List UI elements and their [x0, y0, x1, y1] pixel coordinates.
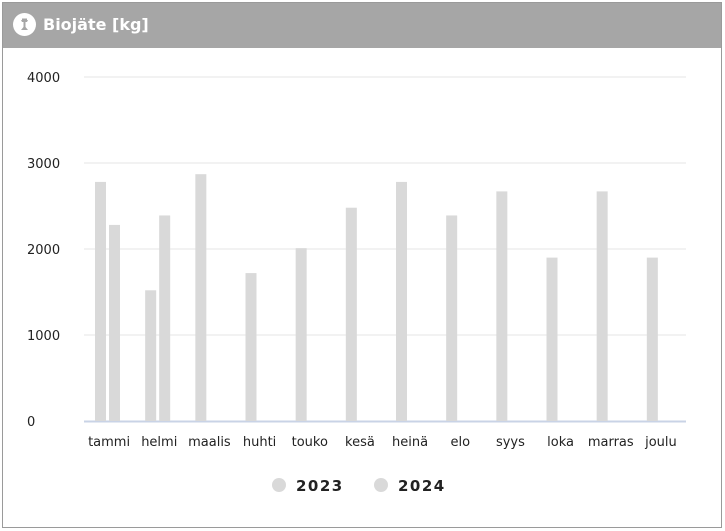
x-tick-label: marras	[588, 435, 634, 450]
legend-marker[interactable]	[272, 478, 286, 492]
bar-2023-marras[interactable]	[596, 191, 608, 421]
x-tick-label: touko	[292, 435, 328, 450]
x-tick-label: huhti	[243, 435, 276, 450]
x-tick-label: helmi	[141, 435, 177, 450]
y-tick-label: 1000	[27, 329, 60, 344]
bar-2024-tammi[interactable]	[109, 224, 120, 421]
chart-title: Biojäte [kg]	[43, 15, 149, 34]
x-tick-label: syys	[496, 435, 525, 450]
x-tick-label: loka	[547, 435, 574, 450]
bar-2023-loka[interactable]	[546, 257, 558, 421]
bar-2023-heinä[interactable]	[396, 181, 407, 421]
bar-2023-huhti[interactable]	[245, 273, 257, 421]
panel-header: Biojäte [kg]	[3, 3, 721, 48]
trash-bin-icon	[13, 13, 36, 36]
bar-2023-helmi[interactable]	[145, 290, 157, 421]
x-tick-label: joulu	[644, 435, 677, 450]
bar-2023-tammi[interactable]	[95, 181, 106, 421]
bar-2023-touko[interactable]	[295, 248, 307, 421]
bar-2023-kesä[interactable]	[345, 207, 357, 421]
bar-2023-elo[interactable]	[446, 215, 458, 421]
x-tick-label: maalis	[188, 435, 231, 450]
y-tick-label: 4000	[27, 71, 60, 86]
bar-2023-maalis[interactable]	[195, 174, 207, 421]
x-tick-label: heinä	[392, 435, 428, 450]
y-tick-label: 3000	[27, 157, 60, 172]
legend-marker[interactable]	[374, 478, 388, 492]
bar-2024-helmi[interactable]	[159, 215, 171, 421]
x-tick-label: tammi	[88, 435, 130, 450]
x-tick-label: elo	[450, 435, 470, 450]
x-tick-label: kesä	[345, 435, 375, 450]
legend-label[interactable]: 2024	[398, 477, 446, 495]
bar-2023-joulu[interactable]	[646, 257, 658, 421]
legend-label[interactable]: 2023	[296, 477, 344, 495]
y-tick-label: 2000	[27, 243, 60, 258]
y-tick-label: 0	[27, 415, 35, 430]
bar-2023-syys[interactable]	[496, 191, 508, 421]
